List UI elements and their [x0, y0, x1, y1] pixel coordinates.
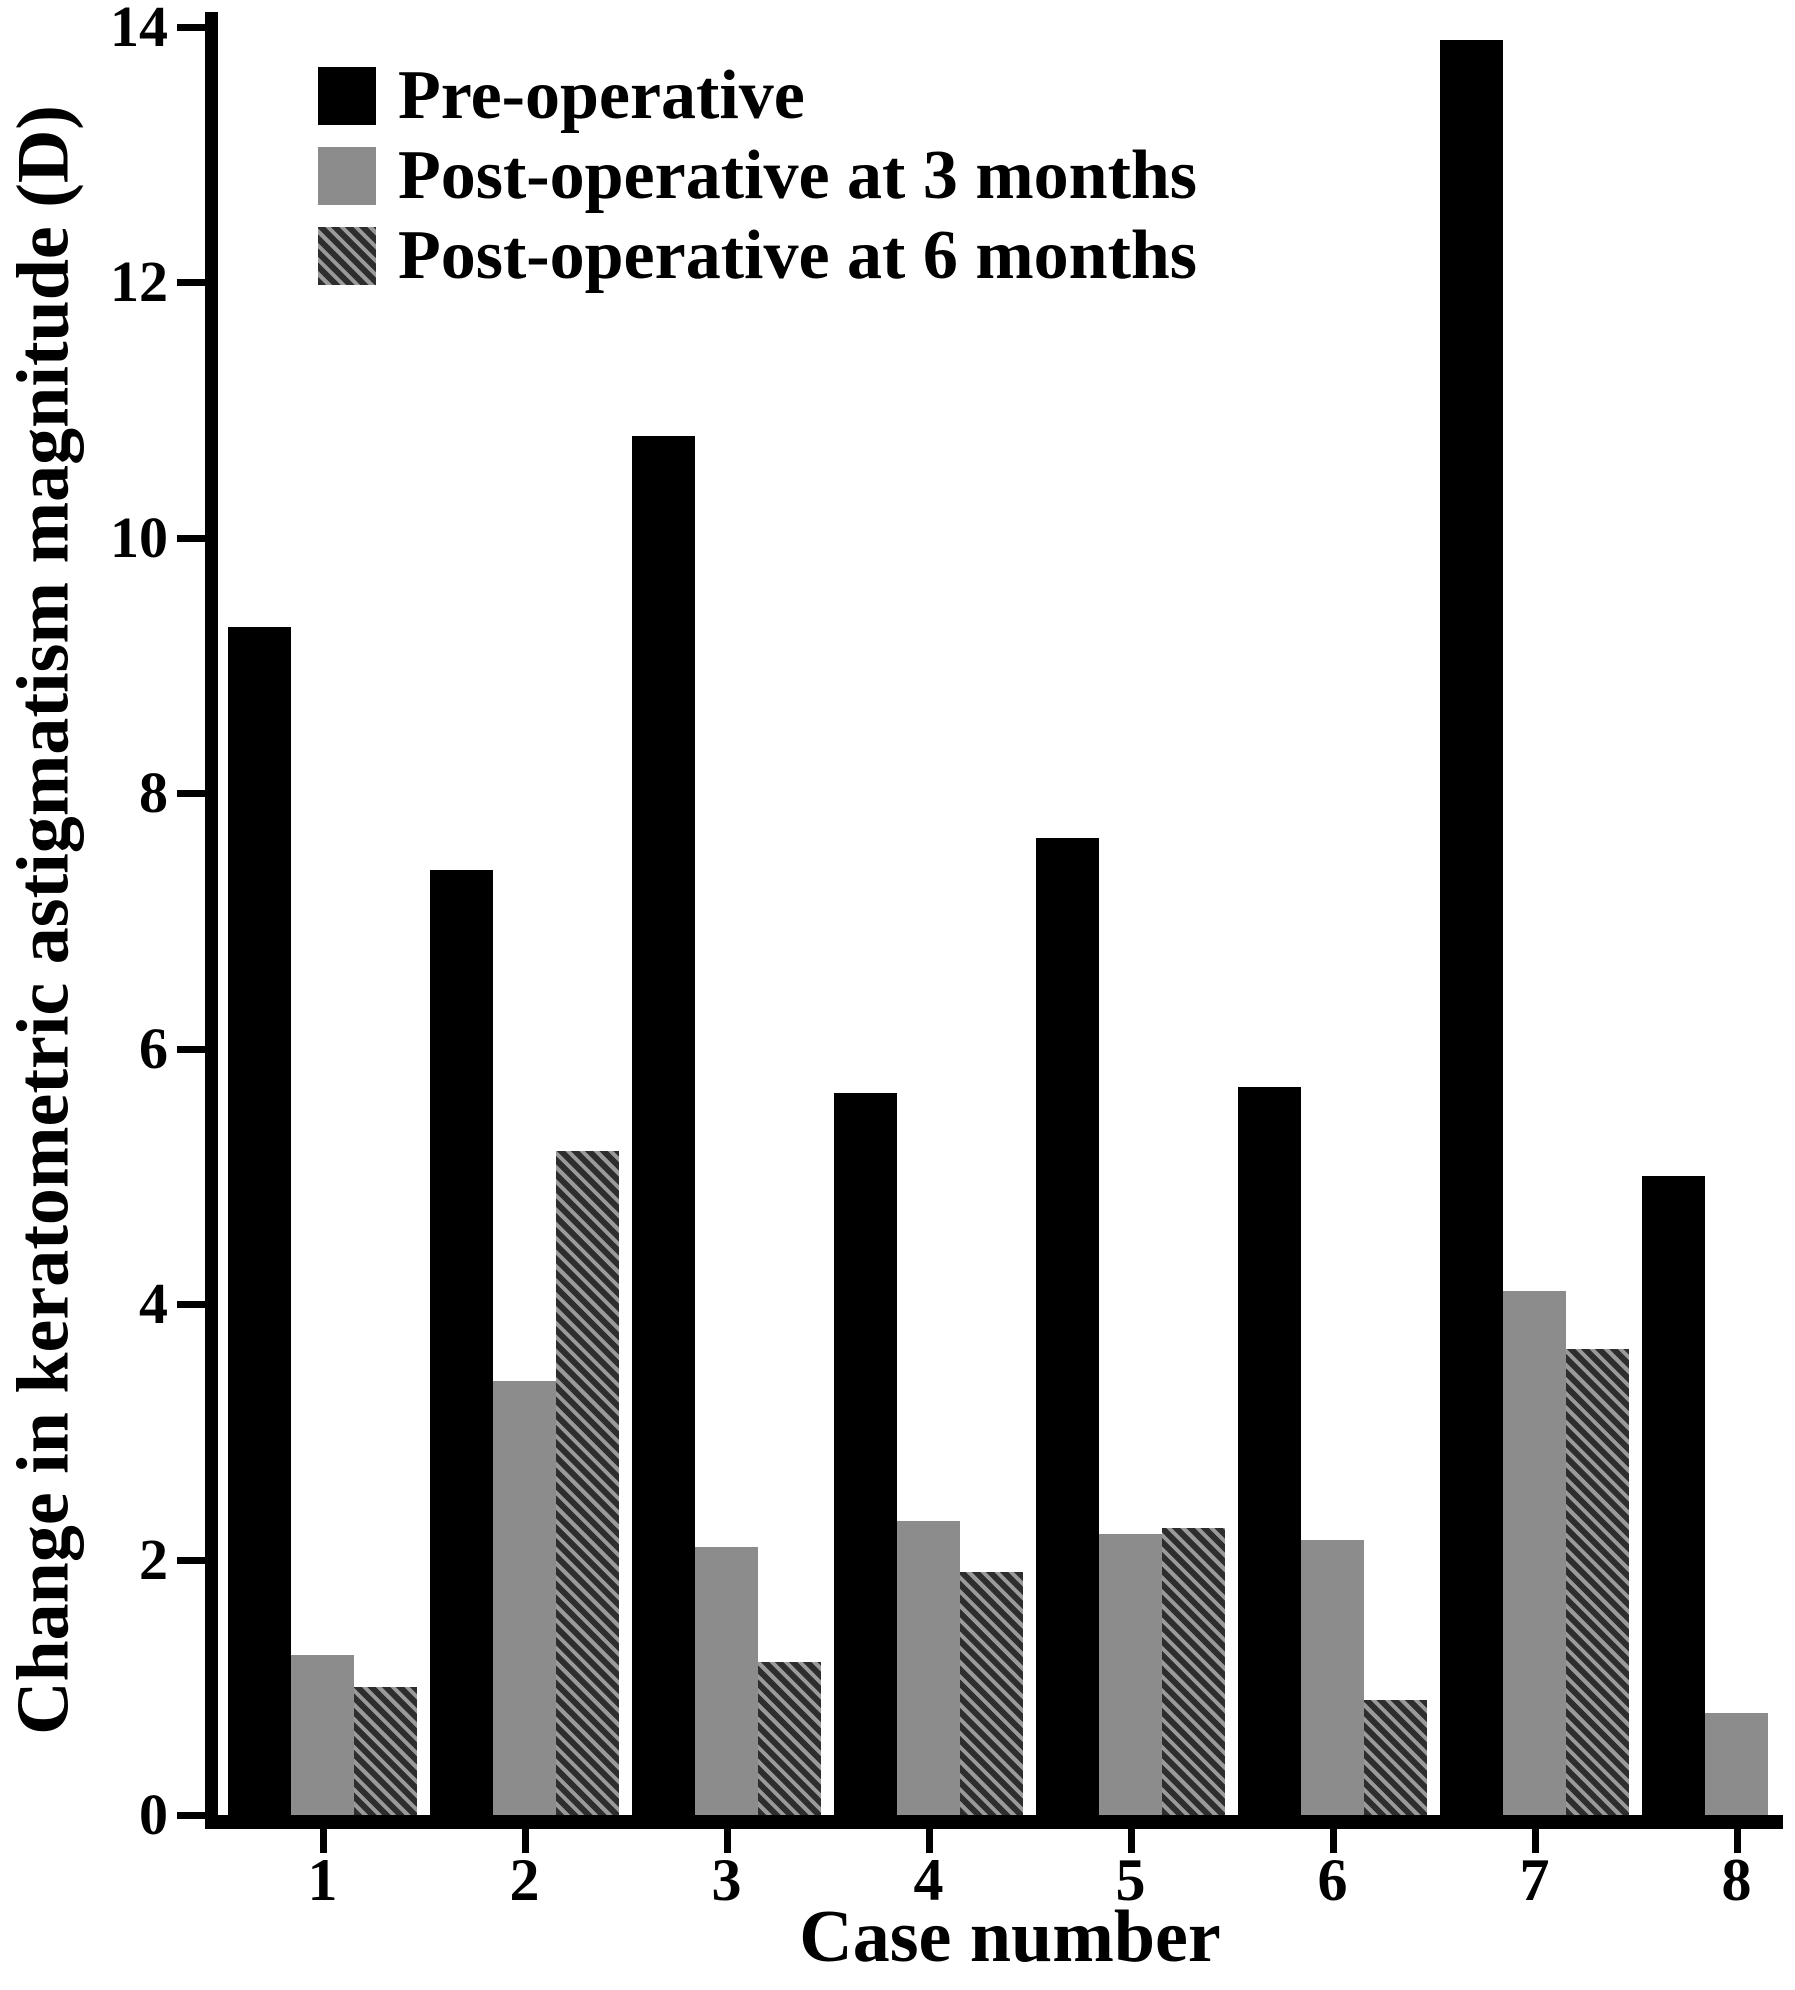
- bar-group-case-6: [1238, 27, 1427, 1815]
- bar-case-4-series-2: [960, 1572, 1023, 1815]
- bar-case-5-series-1: [1099, 1534, 1162, 1815]
- x-tick-label-case-4: 4: [913, 1847, 944, 1913]
- bar-group-case-7: [1440, 27, 1629, 1815]
- bar-case-8-series-0: [1642, 1176, 1705, 1815]
- bar-group-case-8: [1642, 27, 1795, 1815]
- y-tick-label-6: 6: [139, 1016, 168, 1081]
- x-tick-case-2: [521, 1829, 529, 1853]
- y-tick-label-8: 8: [139, 760, 168, 825]
- bar-case-1-series-0: [228, 627, 291, 1815]
- bar-case-7-series-2: [1566, 1349, 1629, 1815]
- y-tick-label-14: 14: [110, 0, 168, 59]
- x-axis-title: Case number: [799, 1896, 1221, 1978]
- legend-label-pre-operative: Pre-operative: [398, 57, 805, 134]
- legend-label-post-op-3-months: Post-operative at 3 months: [398, 137, 1198, 214]
- x-tick-label-case-3: 3: [711, 1847, 742, 1913]
- bar-case-3-series-1: [695, 1547, 758, 1815]
- bar-case-6-series-2: [1364, 1700, 1427, 1815]
- x-tick-case-6: [1329, 1829, 1337, 1853]
- bar-group-case-4: [834, 27, 1023, 1815]
- bar-case-7-series-1: [1503, 1291, 1566, 1815]
- y-tick-6: [177, 1046, 205, 1053]
- y-tick-label-10: 10: [110, 505, 168, 570]
- x-tick-label-case-1: 1: [307, 1847, 338, 1913]
- y-tick-10: [177, 535, 205, 542]
- y-tick-14: [177, 24, 205, 31]
- x-tick-case-3: [723, 1829, 731, 1853]
- legend-item-pre-operative: Pre-operative: [318, 57, 1197, 134]
- bar-case-2-series-2: [556, 1151, 619, 1815]
- legend: Pre-operative Post-operative at 3 months…: [318, 57, 1198, 294]
- bar-case-2-series-0: [430, 870, 493, 1815]
- x-tick-case-7: [1531, 1829, 1539, 1853]
- legend-label-post-op-6-months: Post-operative at 6 months: [398, 217, 1198, 294]
- legend-item-post-op-6-months: Post-operative at 6 months: [318, 217, 1198, 294]
- bar-group-case-2: [430, 27, 619, 1815]
- x-axis-line: [205, 1815, 1783, 1829]
- legend-item-post-op-3-months: Post-operative at 3 months: [318, 137, 1198, 214]
- x-tick-label-case-5: 5: [1115, 1847, 1146, 1913]
- y-tick-label-2: 2: [139, 1527, 168, 1592]
- legend-swatch-post-op-3-months: [318, 147, 376, 205]
- bar-case-4-series-1: [897, 1521, 960, 1815]
- y-tick-4: [177, 1301, 205, 1308]
- bar-case-5-series-2: [1162, 1528, 1225, 1815]
- bar-case-1-series-2: [354, 1687, 417, 1815]
- bar-group-case-3: [632, 27, 821, 1815]
- x-tick-case-4: [925, 1829, 933, 1853]
- bar-case-3-series-2: [758, 1662, 821, 1815]
- y-tick-8: [177, 790, 205, 797]
- y-tick-0: [177, 1812, 205, 1819]
- bar-case-5-series-0: [1036, 838, 1099, 1815]
- bar-case-4-series-0: [834, 1093, 897, 1815]
- y-tick-label-0: 0: [139, 1782, 168, 1847]
- y-axis-title: Change in keratometric astigmatism magni…: [2, 105, 85, 1735]
- bar-case-6-series-1: [1301, 1540, 1364, 1815]
- x-tick-case-5: [1127, 1829, 1135, 1853]
- bar-group-case-5: [1036, 27, 1225, 1815]
- bar-case-7-series-0: [1440, 40, 1503, 1815]
- y-tick-12: [177, 279, 205, 286]
- bar-case-6-series-0: [1238, 1087, 1301, 1815]
- y-tick-label-12: 12: [110, 249, 168, 314]
- plot-area: [218, 27, 1795, 1815]
- y-tick-label-4: 4: [139, 1271, 168, 1336]
- legend-swatch-pre-operative: [318, 67, 376, 125]
- x-tick-label-case-6: 6: [1317, 1847, 1348, 1913]
- bar-case-3-series-0: [632, 436, 695, 1815]
- x-tick-case-8: [1733, 1829, 1741, 1853]
- x-tick-label-case-8: 8: [1721, 1847, 1752, 1913]
- bar-case-1-series-1: [291, 1655, 354, 1815]
- y-axis-line: [205, 12, 218, 1829]
- x-tick-case-1: [319, 1829, 327, 1853]
- x-tick-label-case-7: 7: [1519, 1847, 1550, 1913]
- x-tick-label-case-2: 2: [509, 1847, 540, 1913]
- legend-swatch-post-op-6-months: [318, 227, 376, 285]
- bar-group-case-1: [228, 27, 417, 1815]
- bar-case-2-series-1: [493, 1381, 556, 1815]
- bar-case-8-series-1: [1705, 1713, 1768, 1815]
- y-tick-2: [177, 1557, 205, 1564]
